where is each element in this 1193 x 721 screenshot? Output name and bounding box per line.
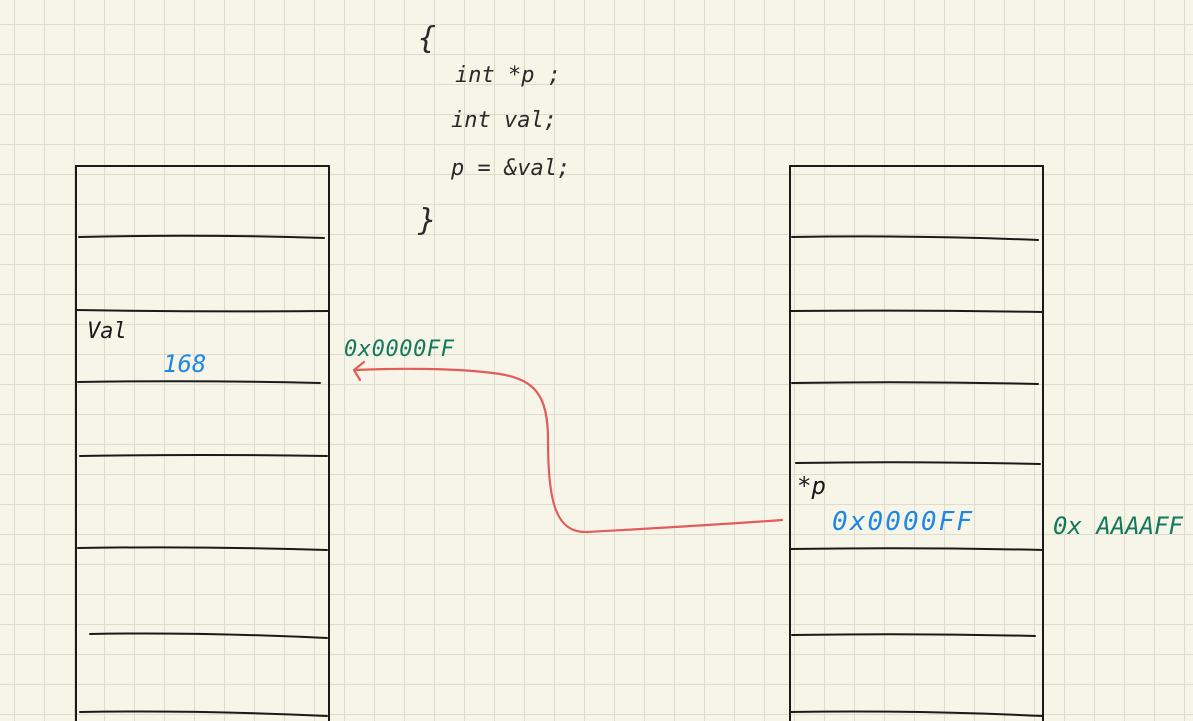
arrow-line: [354, 367, 784, 534]
pointer-arrow: [352, 360, 784, 534]
right-cell-divider: [789, 547, 1044, 551]
right-memory-column: [789, 165, 1044, 721]
right-cell-divider: [795, 461, 1041, 465]
right-cell-divider: [789, 309, 1044, 313]
val-value: 168: [163, 350, 206, 378]
right-cell-divider: [789, 710, 1044, 717]
left-cell-divider: [77, 380, 321, 384]
code-block: { int *p ; int val; p = &val; }: [417, 21, 570, 238]
right-cell-divider: [791, 235, 1039, 241]
code-close-brace: }: [417, 203, 436, 238]
left-cell-divider: [77, 546, 328, 551]
left-cell-divider: [75, 309, 330, 313]
arrow-head-icon: [352, 360, 366, 382]
val-address: 0x0000FF: [344, 337, 455, 362]
code-line-3: p = &val;: [450, 156, 570, 181]
right-cell-divider: [791, 633, 1036, 637]
code-line-1: int *p ;: [455, 63, 561, 88]
left-cell-divider: [89, 632, 328, 639]
left-cell-divider: [78, 234, 325, 239]
left-cell-divider: [79, 710, 328, 717]
pointer-address: 0x AAAAFF: [1053, 512, 1184, 540]
code-line-2: int val;: [451, 108, 557, 133]
val-label: Val: [87, 319, 127, 344]
left-cell-divider: [79, 454, 328, 457]
pointer-value: 0x0000FF: [832, 507, 973, 537]
pointer-label: *p: [797, 472, 826, 500]
left-memory-column: [75, 165, 330, 721]
code-open-brace: {: [418, 21, 436, 56]
right-cell-divider: [791, 381, 1039, 385]
